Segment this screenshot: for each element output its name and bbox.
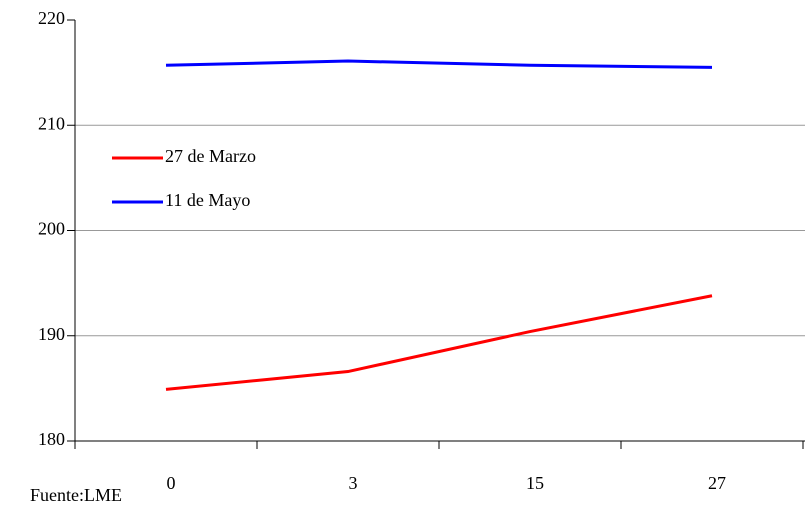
y-tick-label: 220 (38, 8, 65, 28)
x-tick-label: 3 (349, 473, 358, 493)
data-line (165, 294, 713, 391)
legend-label: 27 de Marzo (165, 146, 256, 166)
y-tick-label: 210 (38, 113, 65, 133)
x-tick-label: 0 (167, 473, 176, 493)
y-tick-label: 190 (38, 324, 65, 344)
source-note: Fuente:LME (30, 485, 122, 505)
x-tick-label: 15 (526, 473, 544, 493)
y-tick-label: 200 (38, 219, 65, 239)
data-line (165, 59, 713, 69)
legend-label: 11 de Mayo (165, 190, 250, 210)
y-tick-label: 180 (38, 429, 65, 449)
x-tick-label: 27 (708, 473, 726, 493)
